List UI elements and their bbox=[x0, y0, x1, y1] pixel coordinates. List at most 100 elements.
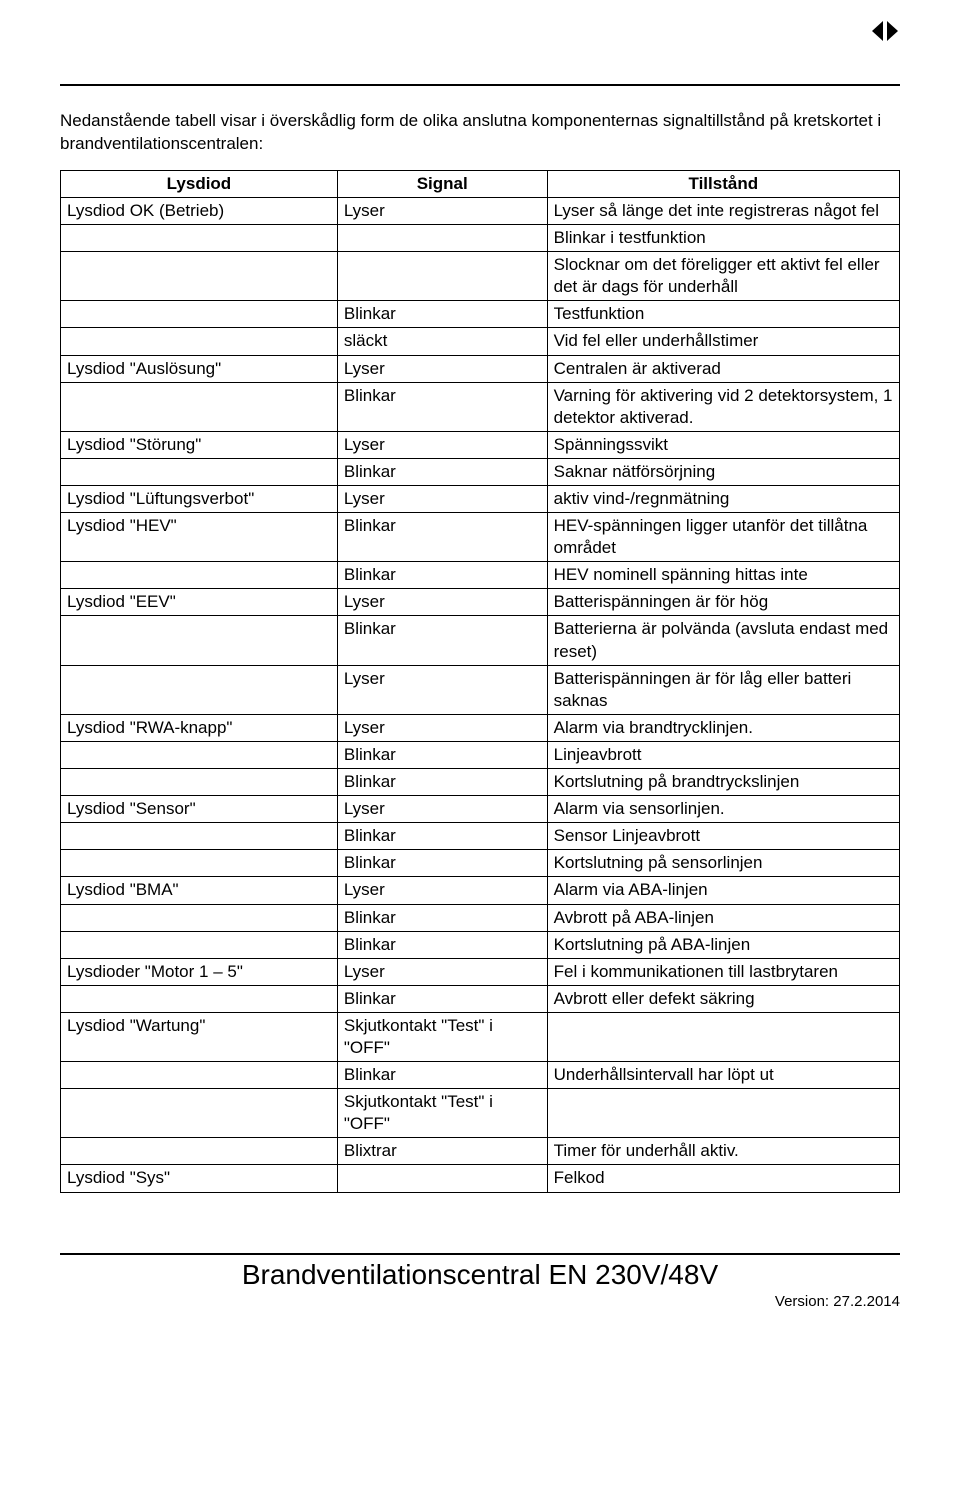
table-row: Lysdiod "HEV"BlinkarHEV-spänningen ligge… bbox=[61, 513, 900, 562]
table-cell: Lysdioder "Motor 1 – 5" bbox=[61, 958, 338, 985]
table-cell: Blinkar bbox=[337, 382, 547, 431]
table-cell: Lysdiod "Lüftungsverbot" bbox=[61, 486, 338, 513]
table-cell: Lysdiod "HEV" bbox=[61, 513, 338, 562]
top-rule bbox=[60, 84, 900, 86]
table-cell: Lyser så länge det inte registreras någo… bbox=[547, 197, 899, 224]
table-cell: Lyser bbox=[337, 877, 547, 904]
th-tillstand: Tillstånd bbox=[547, 170, 899, 197]
table-row: släcktVid fel eller underhållstimer bbox=[61, 328, 900, 355]
table-cell bbox=[61, 931, 338, 958]
table-cell bbox=[61, 769, 338, 796]
table-row: BlinkarSensor Linjeavbrott bbox=[61, 823, 900, 850]
table-cell bbox=[61, 328, 338, 355]
table-row: Lysdiod "Sensor"LyserAlarm via sensorlin… bbox=[61, 796, 900, 823]
table-cell: Linjeavbrott bbox=[547, 741, 899, 768]
table-cell: Lysdiod "Störung" bbox=[61, 431, 338, 458]
table-cell: Blinkar bbox=[337, 513, 547, 562]
table-cell: Blinkar bbox=[337, 931, 547, 958]
table-cell: Sensor Linjeavbrott bbox=[547, 823, 899, 850]
table-row: BlinkarKortslutning på brandtryckslinjen bbox=[61, 769, 900, 796]
table-cell: Avbrott på ABA-linjen bbox=[547, 904, 899, 931]
table-row: Lysdiod "Lüftungsverbot"Lyseraktiv vind-… bbox=[61, 486, 900, 513]
table-cell: Blinkar bbox=[337, 1062, 547, 1089]
table-cell bbox=[61, 985, 338, 1012]
table-cell bbox=[61, 458, 338, 485]
intro-text: Nedanstående tabell visar i överskådlig … bbox=[60, 110, 900, 156]
table-row: Lysdiod "BMA"LyserAlarm via ABA-linjen bbox=[61, 877, 900, 904]
table-cell: Underhållsintervall har löpt ut bbox=[547, 1062, 899, 1089]
table-cell: släckt bbox=[337, 328, 547, 355]
table-cell: Centralen är aktiverad bbox=[547, 355, 899, 382]
table-row: Skjutkontakt "Test" i "OFF" bbox=[61, 1089, 900, 1138]
table-cell: Slocknar om det föreligger ett aktivt fe… bbox=[547, 252, 899, 301]
table-cell bbox=[61, 616, 338, 665]
table-cell: Blinkar bbox=[337, 823, 547, 850]
table-cell: Kortslutning på ABA-linjen bbox=[547, 931, 899, 958]
table-row: BlinkarKortslutning på sensorlinjen bbox=[61, 850, 900, 877]
table-cell: Blixtrar bbox=[337, 1138, 547, 1165]
page-container: Nedanstående tabell visar i överskådlig … bbox=[0, 0, 960, 1330]
table-cell: Lysdiod "Sensor" bbox=[61, 796, 338, 823]
table-cell: Blinkar bbox=[337, 850, 547, 877]
table-row: BlinkarKortslutning på ABA-linjen bbox=[61, 931, 900, 958]
table-cell bbox=[61, 1138, 338, 1165]
table-cell: Lysdiod "EEV" bbox=[61, 589, 338, 616]
table-cell bbox=[61, 1062, 338, 1089]
table-row: BlixtrarTimer för underhåll aktiv. bbox=[61, 1138, 900, 1165]
table-cell: Spänningssvikt bbox=[547, 431, 899, 458]
table-cell: Lysdiod "Sys" bbox=[61, 1165, 338, 1192]
table-cell: Avbrott eller defekt säkring bbox=[547, 985, 899, 1012]
table-row: BlinkarHEV nominell spänning hittas inte bbox=[61, 562, 900, 589]
table-cell: Kortslutning på brandtryckslinjen bbox=[547, 769, 899, 796]
footer-rule bbox=[60, 1253, 900, 1255]
table-cell: Lyser bbox=[337, 796, 547, 823]
table-cell: Lysdiod "RWA-knapp" bbox=[61, 714, 338, 741]
table-cell: Blinkar bbox=[337, 301, 547, 328]
table-cell: Batterierna är polvända (avsluta endast … bbox=[547, 616, 899, 665]
table-row: Lysdiod "Sys" Felkod bbox=[61, 1165, 900, 1192]
table-row: Blinkar i testfunktion bbox=[61, 225, 900, 252]
footer: Brandventilationscentral EN 230V/48V Ver… bbox=[60, 1253, 900, 1310]
table-cell: Testfunktion bbox=[547, 301, 899, 328]
table-cell: Lyser bbox=[337, 589, 547, 616]
table-cell: Lyser bbox=[337, 714, 547, 741]
table-row: Lysdiod "RWA-knapp"LyserAlarm via brandt… bbox=[61, 714, 900, 741]
table-cell bbox=[61, 252, 338, 301]
table-cell: Lyser bbox=[337, 665, 547, 714]
table-cell: Timer för underhåll aktiv. bbox=[547, 1138, 899, 1165]
table-cell: HEV-spänningen ligger utanför det tillåt… bbox=[547, 513, 899, 562]
table-row: Lysdiod "Auslösung"LyserCentralen är akt… bbox=[61, 355, 900, 382]
table-cell: Alarm via sensorlinjen. bbox=[547, 796, 899, 823]
table-cell: Lyser bbox=[337, 486, 547, 513]
table-cell bbox=[61, 1089, 338, 1138]
table-cell bbox=[61, 301, 338, 328]
table-row: Lysdioder "Motor 1 – 5"LyserFel i kommun… bbox=[61, 958, 900, 985]
table-row: BlinkarTestfunktion bbox=[61, 301, 900, 328]
table-cell: Batterispänningen är för låg eller batte… bbox=[547, 665, 899, 714]
table-cell: aktiv vind-/regnmätning bbox=[547, 486, 899, 513]
table-cell: Felkod bbox=[547, 1165, 899, 1192]
table-cell: Blinkar bbox=[337, 616, 547, 665]
signal-table: Lysdiod Signal Tillstånd Lysdiod OK (Bet… bbox=[60, 170, 900, 1193]
table-cell: Lysdiod OK (Betrieb) bbox=[61, 197, 338, 224]
table-cell bbox=[61, 225, 338, 252]
table-row: BlinkarAvbrott på ABA-linjen bbox=[61, 904, 900, 931]
table-row: LyserBatterispänningen är för låg eller … bbox=[61, 665, 900, 714]
table-row: Lysdiod "EEV"LyserBatterispänningen är f… bbox=[61, 589, 900, 616]
table-cell: Blinkar bbox=[337, 985, 547, 1012]
table-cell bbox=[61, 904, 338, 931]
table-row: BlinkarUnderhållsintervall har löpt ut bbox=[61, 1062, 900, 1089]
table-cell: Blinkar bbox=[337, 904, 547, 931]
table-cell: Lyser bbox=[337, 355, 547, 382]
table-cell bbox=[61, 562, 338, 589]
table-cell bbox=[61, 665, 338, 714]
th-lysdiod: Lysdiod bbox=[61, 170, 338, 197]
table-cell: Lysdiod "Auslösung" bbox=[61, 355, 338, 382]
th-signal: Signal bbox=[337, 170, 547, 197]
table-cell: Varning för aktivering vid 2 detektorsys… bbox=[547, 382, 899, 431]
table-cell bbox=[547, 1089, 899, 1138]
table-row: BlinkarVarning för aktivering vid 2 dete… bbox=[61, 382, 900, 431]
table-cell bbox=[61, 382, 338, 431]
table-row: Lysdiod "Wartung"Skjutkontakt "Test" i "… bbox=[61, 1012, 900, 1061]
table-row: BlinkarAvbrott eller defekt säkring bbox=[61, 985, 900, 1012]
